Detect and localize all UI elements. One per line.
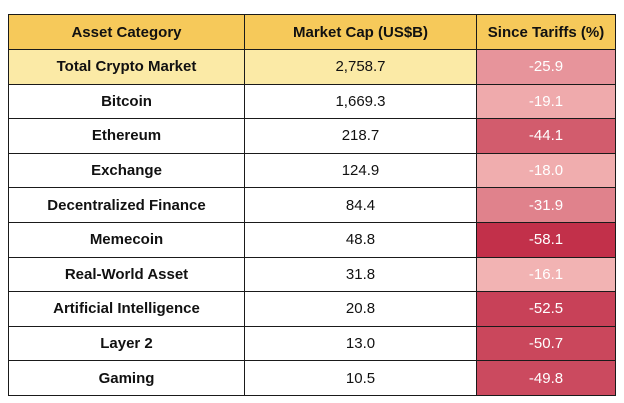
table-row: Decentralized Finance 84.4 -31.9 bbox=[8, 187, 616, 223]
cell-asset-category: Layer 2 bbox=[8, 325, 245, 362]
table-row: Bitcoin 1,669.3 -19.1 bbox=[8, 83, 616, 120]
cell-asset-category: Real-World Asset bbox=[8, 256, 245, 293]
table-body: Total Crypto Market 2,758.7 -25.9 Bitcoin 1,… bbox=[8, 49, 616, 396]
cell-since-tariffs: -49.8 bbox=[476, 360, 616, 396]
cell-since-tariffs: -58.1 bbox=[476, 221, 616, 258]
cell-asset-category: Artificial Intelligence bbox=[8, 291, 245, 327]
cell-since-tariffs: -44.1 bbox=[476, 118, 616, 154]
header-market-cap: Market Cap (US$B) bbox=[244, 14, 477, 50]
cell-since-tariffs: -18.0 bbox=[476, 152, 616, 189]
cell-since-tariffs: -50.7 bbox=[476, 325, 616, 362]
cell-market-cap: 84.4 bbox=[244, 187, 477, 223]
header-since-tariffs: Since Tariffs (%) bbox=[476, 14, 616, 50]
cell-market-cap: 20.8 bbox=[244, 291, 477, 327]
cell-asset-category: Exchange bbox=[8, 152, 245, 189]
cell-since-tariffs: -16.1 bbox=[476, 256, 616, 293]
crypto-table-container: Asset Category Market Cap (US$B) Since T… bbox=[8, 14, 616, 396]
cell-since-tariffs: -52.5 bbox=[476, 291, 616, 327]
cell-asset-category: Gaming bbox=[8, 360, 245, 396]
cell-since-tariffs: -25.9 bbox=[476, 49, 616, 85]
cell-asset-category: Total Crypto Market bbox=[8, 49, 245, 85]
cell-asset-category: Ethereum bbox=[8, 118, 245, 154]
cell-market-cap: 10.5 bbox=[244, 360, 477, 396]
table-row: Memecoin 48.8 -58.1 bbox=[8, 221, 616, 258]
cell-market-cap: 1,669.3 bbox=[244, 83, 477, 120]
cell-market-cap: 218.7 bbox=[244, 118, 477, 154]
cell-market-cap: 31.8 bbox=[244, 256, 477, 293]
table-row: Real-World Asset 31.8 -16.1 bbox=[8, 256, 616, 293]
table-row: Layer 2 13.0 -50.7 bbox=[8, 325, 616, 362]
table-row: Gaming 10.5 -49.8 bbox=[8, 360, 616, 396]
header-asset-category: Asset Category bbox=[8, 14, 245, 50]
cell-since-tariffs: -19.1 bbox=[476, 83, 616, 120]
table-header-row: Asset Category Market Cap (US$B) Since T… bbox=[8, 14, 616, 50]
table-row: Ethereum 218.7 -44.1 bbox=[8, 118, 616, 154]
cell-market-cap: 13.0 bbox=[244, 325, 477, 362]
cell-since-tariffs: -31.9 bbox=[476, 187, 616, 223]
cell-asset-category: Decentralized Finance bbox=[8, 187, 245, 223]
table-row: Exchange 124.9 -18.0 bbox=[8, 152, 616, 189]
cell-asset-category: Memecoin bbox=[8, 221, 245, 258]
cell-market-cap: 48.8 bbox=[244, 221, 477, 258]
cell-asset-category: Bitcoin bbox=[8, 83, 245, 120]
cell-market-cap: 124.9 bbox=[244, 152, 477, 189]
table-row: Artificial Intelligence 20.8 -52.5 bbox=[8, 291, 616, 327]
table-row: Total Crypto Market 2,758.7 -25.9 bbox=[8, 49, 616, 85]
cell-market-cap: 2,758.7 bbox=[244, 49, 477, 85]
crypto-market-table: Asset Category Market Cap (US$B) Since T… bbox=[8, 14, 616, 396]
